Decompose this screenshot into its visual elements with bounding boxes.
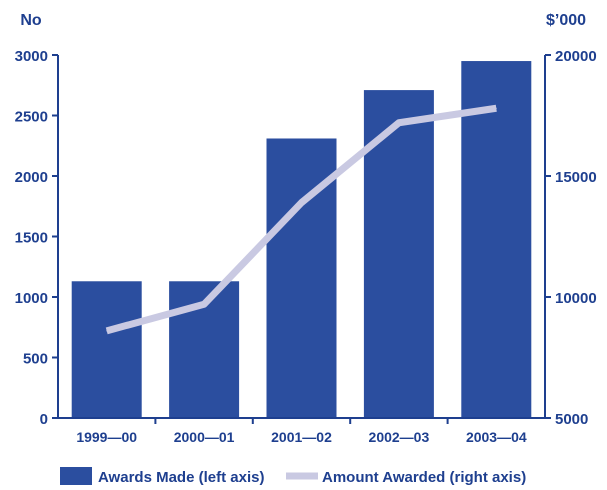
left-tick-label: 3000: [15, 48, 48, 65]
line-point: [398, 122, 400, 124]
x-axis-labels: 1999—00 2000—01 2001—02 2002—03 2003—04: [76, 429, 527, 445]
line-point: [495, 107, 497, 109]
left-tick-label: 1000: [15, 290, 48, 307]
bar: [461, 61, 532, 419]
left-tick-label: 0: [40, 411, 48, 428]
line-point: [301, 202, 302, 204]
left-tick-label: 500: [23, 351, 48, 368]
right-tick-label: 5000: [555, 411, 588, 428]
bar-series: [71, 61, 532, 419]
right-tick-label: 15000: [555, 169, 597, 186]
left-tick-label: 2500: [15, 109, 48, 126]
line-point: [106, 330, 108, 332]
x-tick-label: 2000—01: [174, 429, 235, 445]
left-axis-unit-label: No: [20, 12, 42, 29]
line-point: [203, 303, 205, 305]
x-tick-label: 2003—04: [466, 429, 527, 445]
right-axis-ticks: 5000 10000 15000 20000: [545, 48, 597, 428]
left-axis-ticks: 0 500 1000 1500 2000 2500 3000: [15, 48, 58, 428]
right-axis-unit-label: $’000: [546, 12, 586, 29]
legend-bar-label: Awards Made (left axis): [98, 469, 264, 486]
left-tick-label: 2000: [15, 169, 48, 186]
right-tick-label: 20000: [555, 48, 597, 65]
x-tick-label: 2001—02: [271, 429, 332, 445]
left-tick-label: 1500: [15, 230, 48, 247]
right-tick-label: 10000: [555, 290, 597, 307]
legend: Awards Made (left axis) Amount Awarded (…: [60, 467, 526, 486]
legend-bar-swatch: [60, 467, 92, 485]
x-tick-label: 1999—00: [76, 429, 137, 445]
x-axis-ticks: [154, 418, 449, 424]
bar: [71, 281, 142, 418]
line-series: [105, 104, 497, 335]
x-tick-label: 2002—03: [369, 429, 430, 445]
legend-line-label: Amount Awarded (right axis): [322, 469, 526, 486]
